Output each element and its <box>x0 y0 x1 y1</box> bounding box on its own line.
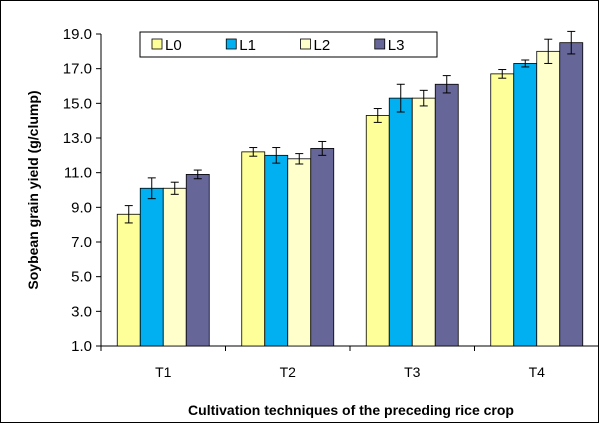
y-tick-labels: 1.0 3.0 5.0 7.0 9.0 11.0 13.0 15.0 17.0 19.0 <box>63 26 101 355</box>
category-label-T4: T4 <box>529 364 546 380</box>
category-label-T3: T3 <box>404 364 421 380</box>
bar-L1-T2 <box>264 154 289 347</box>
y-axis-title: Soybean grain yield (g/clump) <box>25 90 41 289</box>
y-tick-label: 1.0 <box>71 338 92 355</box>
legend-swatch-L1 <box>225 38 237 50</box>
legend-swatch-L3 <box>374 38 386 50</box>
legend-swatch-L0 <box>151 38 163 50</box>
legend-box <box>139 31 438 58</box>
y-tick-label: 11.0 <box>64 165 92 182</box>
bar-L3-T4 <box>559 42 584 347</box>
legend-label-L0: L0 <box>165 37 182 54</box>
bar-L2-T1 <box>162 187 187 347</box>
bar-L0-T2 <box>241 151 266 347</box>
bar-L3-T3 <box>434 83 459 347</box>
bar-L1-T3 <box>388 97 413 347</box>
bar-L2-T2 <box>287 158 312 347</box>
legend-label-L2: L2 <box>314 37 331 54</box>
bar-L0-T1 <box>116 213 141 347</box>
y-tick-label: 5.0 <box>71 269 92 286</box>
bar-L0-T4 <box>490 73 515 347</box>
x-axis-title: Cultivation techniques of the preceding … <box>188 402 514 418</box>
y-tick-label: 3.0 <box>71 303 92 320</box>
legend: L0 L1 L2 L3 <box>139 31 438 58</box>
category-labels: T1 T2 T3 T4 <box>155 364 545 380</box>
bar-L2-T3 <box>411 97 436 347</box>
legend-label-L1: L1 <box>239 37 256 54</box>
bar-L3-T1 <box>185 173 210 347</box>
legend-label-L3: L3 <box>388 37 405 54</box>
legend-swatch-L2 <box>300 38 311 50</box>
bar-L1-T1 <box>139 187 164 347</box>
y-tick-label: 15.0 <box>63 95 92 112</box>
error-bars <box>124 30 576 224</box>
bars <box>116 42 584 347</box>
bar-L0-T3 <box>365 115 390 347</box>
y-tick-label: 19.0 <box>63 26 92 43</box>
bar-L1-T4 <box>513 63 538 347</box>
bar-L3-T2 <box>310 147 335 347</box>
category-label-T2: T2 <box>280 364 297 380</box>
y-tick-label: 9.0 <box>71 199 92 216</box>
category-label-T1: T1 <box>155 364 172 380</box>
y-tick-label: 13.0 <box>63 130 92 147</box>
y-tick-label: 17.0 <box>63 61 92 78</box>
y-tick-label: 7.0 <box>71 234 92 251</box>
bar-L2-T4 <box>536 50 561 347</box>
